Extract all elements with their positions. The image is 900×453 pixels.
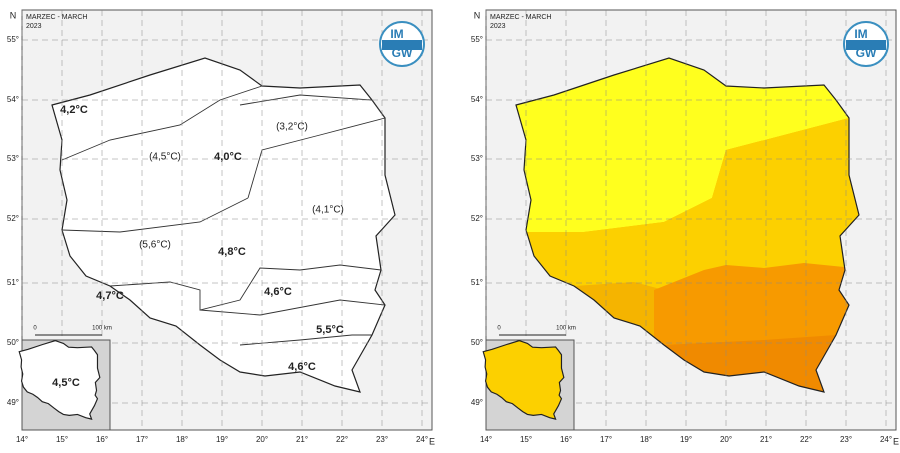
lon-tick-label: 17° (136, 435, 148, 444)
lat-tick-label: 51° (7, 278, 19, 287)
lat-tick-label: 53° (471, 154, 483, 163)
logo-band (382, 40, 422, 50)
lon-tick-label: 24° (880, 435, 892, 444)
temperature-label: 4,5°C (52, 377, 80, 389)
logo-top: IM (390, 27, 403, 41)
scale-start: 0 (497, 326, 501, 332)
temperature-label: 5,5°C (316, 324, 344, 336)
temperature-label: 4,0°C (214, 151, 242, 163)
lat-tick-label: 54° (7, 95, 19, 104)
lon-tick-label: 17° (600, 435, 612, 444)
logo-top: IM (854, 27, 867, 41)
lon-tick-label: 19° (216, 435, 228, 444)
logo-band (846, 40, 886, 50)
lon-tick-label: 18° (640, 435, 652, 444)
panel: 55° 54° 53° 52° 51° 50° 49° 14° 15° 16° 17° 18° 19° 2… (7, 10, 435, 446)
lat-tick-label: 52° (471, 214, 483, 223)
temperature-label: (4,5°C) (149, 152, 181, 163)
temperature-label: (3,2°C) (276, 122, 308, 133)
scale-end: 100 km (92, 326, 112, 332)
lon-tick-label: 22° (336, 435, 348, 444)
lon-tick-label: 14° (16, 435, 28, 444)
logo-bottom: GW (392, 46, 413, 60)
temperature-label: (5,6°C) (139, 240, 171, 251)
lat-tick-label: 51° (471, 278, 483, 287)
east-label: E (893, 436, 899, 446)
temperature-label: 4,2°C (60, 104, 88, 116)
temperature-label: 4,8°C (218, 246, 246, 258)
map-year: 2023 (26, 23, 42, 30)
north-label: N (474, 10, 481, 20)
lon-tick-label: 21° (296, 435, 308, 444)
lon-tick-label: 14° (480, 435, 492, 444)
east-label: E (429, 436, 435, 446)
zone-gold (516, 118, 859, 310)
temperature-label: 4,7°C (96, 290, 124, 302)
panel: 55° 54° 53° 52° 51° 50° 49° 14° 15° 16° 17° 18° 19° 2… (471, 10, 899, 446)
lon-tick-label: 16° (560, 435, 572, 444)
map-year: 2023 (490, 23, 506, 30)
lon-tick-label: 22° (800, 435, 812, 444)
lat-tick-label: 50° (471, 338, 483, 347)
lat-tick-label: 55° (7, 35, 19, 44)
lon-tick-label: 21° (760, 435, 772, 444)
lat-tick-label: 49° (7, 398, 19, 407)
lat-tick-label: 50° (7, 338, 19, 347)
lat-tick-label: 52° (7, 214, 19, 223)
lon-tick-label: 20° (256, 435, 268, 444)
lat-tick-label: 53° (7, 154, 19, 163)
temperature-label: (4,1°C) (312, 205, 344, 216)
logo-bottom: GW (856, 46, 877, 60)
map-title: MARZEC - MARCH (26, 14, 87, 21)
north-label: N (10, 10, 17, 20)
lon-tick-label: 15° (520, 435, 532, 444)
temperature-label: 4,6°C (264, 286, 292, 298)
lon-tick-label: 18° (176, 435, 188, 444)
lat-tick-label: 55° (471, 35, 483, 44)
zone-yellow (516, 58, 859, 232)
lon-tick-label: 24° (416, 435, 428, 444)
lon-tick-label: 15° (56, 435, 68, 444)
lon-tick-label: 23° (376, 435, 388, 444)
scale-start: 0 (33, 326, 37, 332)
lat-tick-label: 54° (471, 95, 483, 104)
scale-end: 100 km (556, 326, 576, 332)
lon-tick-label: 20° (720, 435, 732, 444)
map-right (485, 9, 897, 431)
lat-tick-label: 49° (471, 398, 483, 407)
lon-tick-label: 23° (840, 435, 852, 444)
region-borders (61, 85, 386, 346)
lon-tick-label: 19° (680, 435, 692, 444)
temperature-label: 4,6°C (288, 361, 316, 373)
lon-tick-label: 16° (96, 435, 108, 444)
map-title: MARZEC - MARCH (490, 14, 551, 21)
